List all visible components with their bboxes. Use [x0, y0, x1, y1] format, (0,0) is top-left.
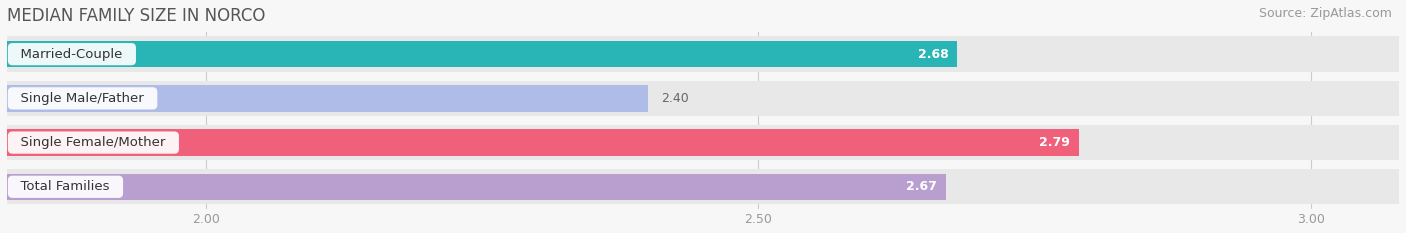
Bar [7, 81, 1399, 116]
Text: Married-Couple: Married-Couple [13, 48, 131, 61]
Bar [7, 169, 1399, 205]
Bar [7, 41, 957, 67]
Text: Total Families: Total Families [13, 180, 118, 193]
Bar [7, 37, 1399, 72]
Text: 2.67: 2.67 [907, 180, 938, 193]
Bar [7, 85, 648, 112]
Bar [7, 129, 1078, 156]
Text: Single Male/Father: Single Male/Father [13, 92, 153, 105]
Text: Single Female/Mother: Single Female/Mother [13, 136, 174, 149]
Text: 2.79: 2.79 [1039, 136, 1070, 149]
Bar [7, 174, 946, 200]
Text: 2.40: 2.40 [661, 92, 689, 105]
Bar [7, 125, 1399, 160]
Text: Source: ZipAtlas.com: Source: ZipAtlas.com [1258, 7, 1392, 20]
Text: 2.68: 2.68 [918, 48, 948, 61]
Text: MEDIAN FAMILY SIZE IN NORCO: MEDIAN FAMILY SIZE IN NORCO [7, 7, 266, 25]
